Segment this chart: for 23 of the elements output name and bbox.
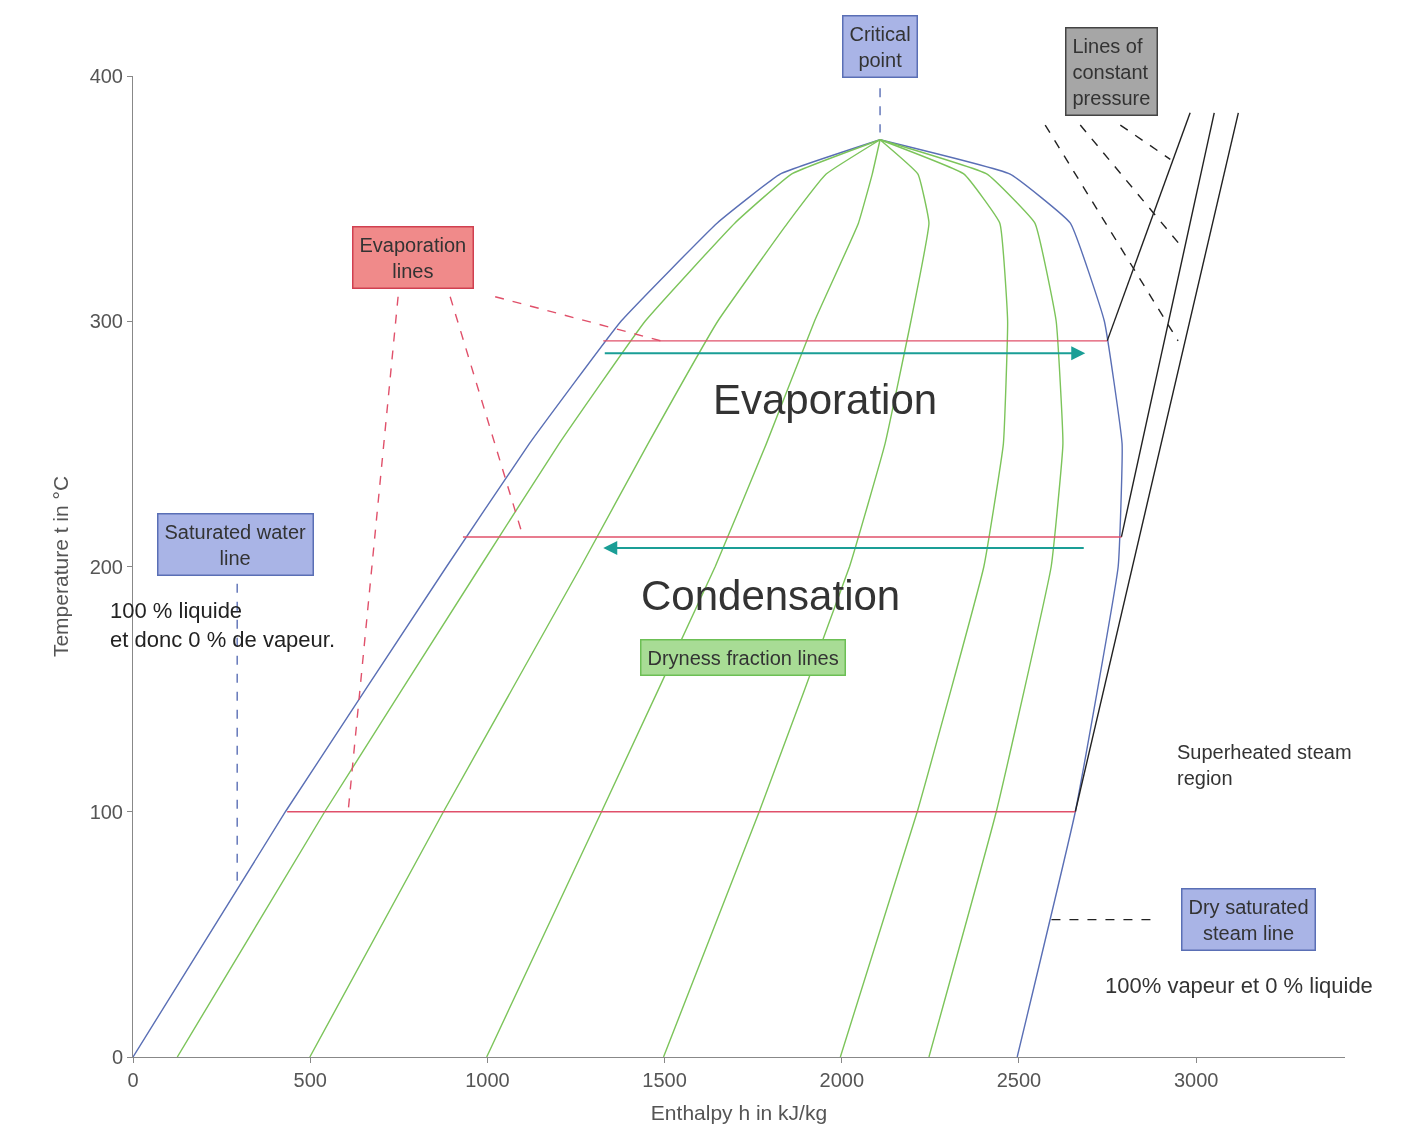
annotation: Lines of constant pressure [1072, 34, 1151, 109]
y-tick-label: 0 [111, 1046, 123, 1068]
y-tick-label: 100 [89, 800, 123, 823]
y-axis-title: Temperature t in °C [48, 475, 72, 658]
y-tick-label: 300 [89, 310, 123, 333]
annotation: Dry saturated steam line [1188, 895, 1309, 944]
text: Critical point [849, 22, 911, 71]
x-tick-label: 1500 [642, 1069, 687, 1091]
x-tick-label: 500 [293, 1069, 327, 1091]
x-tick-label: 2500 [996, 1069, 1042, 1091]
annotation: Dryness fraction lines [647, 646, 839, 669]
x-tick-label: 1000 [465, 1069, 510, 1091]
annotation: Evaporation lines [359, 233, 467, 282]
x-axis-title: Enthalpy h in kJ/kg [650, 1101, 828, 1125]
annotation: 100% vapeur et 0 % liquide [1105, 973, 1373, 998]
annotation: Superheated steam region [1177, 741, 1352, 789]
x-tick-label: 0 [127, 1069, 139, 1091]
y-tick-label: 400 [89, 65, 123, 87]
x-tick-label: 3000 [1173, 1069, 1219, 1091]
annotation: Saturated water line [164, 520, 307, 569]
y-tick-label: 200 [89, 555, 123, 578]
x-tick-label: 2000 [819, 1069, 865, 1091]
annotation: 100 % liquide et donc 0 % de vapeur. [110, 598, 336, 652]
